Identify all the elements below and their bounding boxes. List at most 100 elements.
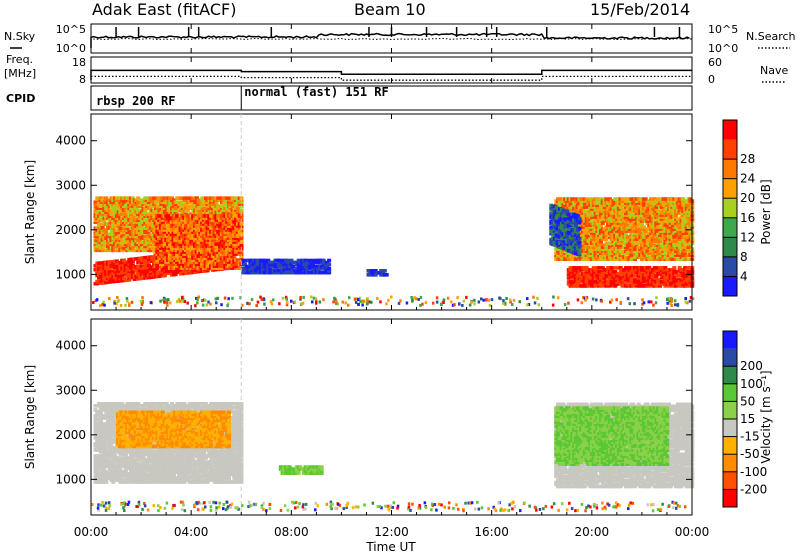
- data-cell: [650, 201, 655, 205]
- data-cell: [616, 215, 621, 219]
- data-cell: [175, 214, 180, 218]
- data-cell: [661, 247, 666, 251]
- data-cell: [663, 235, 668, 239]
- data-cell: [154, 210, 158, 214]
- data-cell: [668, 227, 673, 231]
- data-cell: [155, 264, 160, 268]
- data-cell: [609, 201, 614, 205]
- data-cell: [164, 236, 169, 240]
- data-cell: [624, 241, 628, 245]
- data-cell: [255, 270, 260, 275]
- data-cell: [169, 260, 174, 264]
- data-cell: [665, 249, 670, 253]
- data-cell: [185, 230, 190, 234]
- data-cell: [167, 256, 172, 260]
- data-cell: [606, 223, 611, 227]
- data-cell: [667, 255, 671, 259]
- cpid-segment-label: normal (fast) 151 RF: [244, 85, 389, 99]
- data-cell: [98, 196, 103, 200]
- power-heatmap: [92, 196, 695, 308]
- data-cell: [166, 224, 171, 228]
- data-cell: [191, 246, 196, 250]
- data-cell: [196, 198, 201, 202]
- data-cell: [211, 208, 215, 212]
- data-cell: [262, 264, 267, 269]
- data-cell: [593, 249, 598, 253]
- data-cell: [384, 273, 389, 277]
- data-cell: [198, 204, 203, 208]
- data-cell: [586, 201, 591, 205]
- data-cell: [656, 227, 661, 231]
- data-cell: [618, 205, 623, 209]
- data-cell: [95, 269, 100, 274]
- data-cell: [166, 226, 171, 230]
- data-cell: [143, 228, 148, 232]
- data-cell: [193, 238, 197, 242]
- data-cell: [104, 198, 109, 202]
- data-cell: [123, 200, 128, 204]
- data-cell: [214, 246, 219, 250]
- data-cell: [629, 211, 634, 215]
- data-cell: [325, 264, 330, 269]
- noise-tick-low-right: 10^0: [708, 42, 738, 55]
- data-cell: [636, 229, 641, 233]
- data-cell: [100, 238, 105, 243]
- data-cell: [656, 229, 661, 233]
- data-cell: [182, 250, 187, 254]
- data-cell: [600, 249, 605, 253]
- data-cell: [157, 214, 162, 218]
- data-cell: [138, 234, 142, 239]
- data-cell: [634, 201, 639, 205]
- data-cell: [582, 209, 587, 213]
- data-cell: [643, 233, 648, 237]
- data-cell: [184, 244, 188, 248]
- data-cell: [606, 257, 611, 261]
- data-cell: [590, 197, 594, 201]
- data-cell: [581, 241, 586, 245]
- data-cell: [595, 225, 600, 229]
- data-cell: [216, 242, 221, 246]
- data-cell: [132, 240, 137, 245]
- data-cell: [235, 206, 240, 210]
- data-cell: [606, 215, 611, 219]
- data-cell: [175, 266, 180, 270]
- data-cell: [109, 238, 114, 243]
- data-cell: [202, 198, 207, 202]
- data-cell: [627, 205, 632, 209]
- data-cell: [141, 200, 146, 204]
- data-cell: [120, 212, 125, 216]
- data-cell: [216, 210, 221, 214]
- data-cell: [223, 198, 228, 202]
- data-cell: [98, 206, 103, 210]
- data-cell: [641, 209, 646, 213]
- data-cell: [572, 255, 577, 259]
- data-cell: [670, 257, 675, 261]
- data-cell: [563, 251, 568, 255]
- noise-tick-high-left: 10^5: [56, 23, 86, 36]
- data-cell: [618, 243, 623, 247]
- data-cell: [178, 242, 183, 246]
- data-cell: [654, 201, 659, 205]
- data-cell: [241, 270, 246, 275]
- data-cell: [95, 279, 100, 284]
- data-cell: [641, 217, 646, 221]
- data-cell: [625, 203, 630, 207]
- data-cell: [113, 222, 118, 226]
- data-cell: [219, 254, 224, 258]
- data-cell: [624, 245, 628, 249]
- data-cell: [205, 226, 210, 230]
- data-cell: [235, 234, 240, 238]
- data-cell: [568, 255, 573, 259]
- data-cell: [148, 200, 153, 204]
- data-cell: [581, 237, 586, 241]
- data-cell: [622, 257, 627, 261]
- data-cell: [187, 196, 192, 200]
- data-cell: [620, 219, 625, 223]
- data-cell: [593, 217, 598, 221]
- data-cell: [622, 251, 627, 255]
- data-cell: [185, 242, 190, 246]
- data-cell: [586, 257, 591, 261]
- data-cell: [573, 201, 578, 205]
- data-cell: [588, 217, 593, 221]
- data-cell: [296, 268, 301, 273]
